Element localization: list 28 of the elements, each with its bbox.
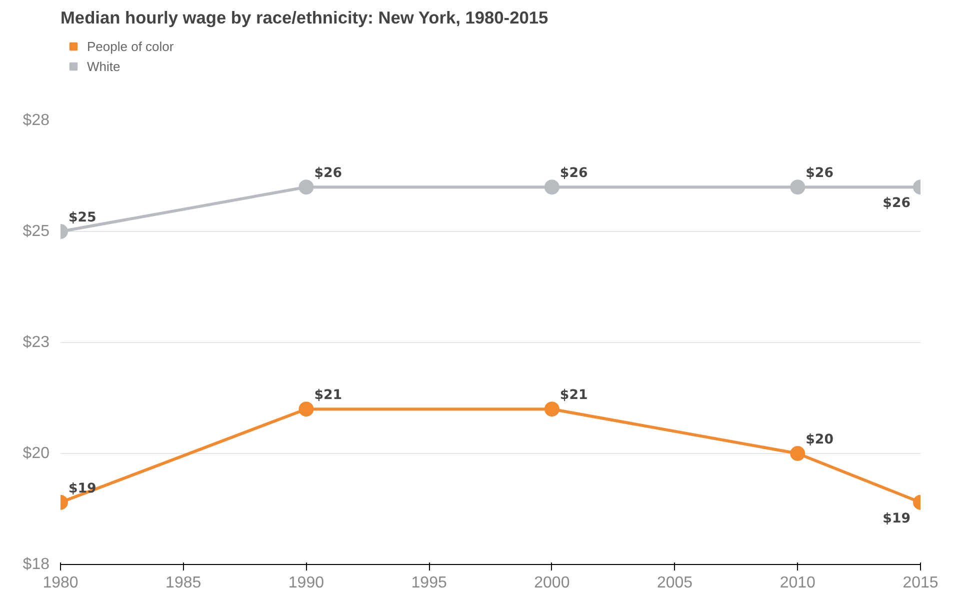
data-label: $26 xyxy=(806,166,834,182)
point xyxy=(544,402,560,417)
y-tick-label: $20 xyxy=(22,445,50,462)
data-label: $21 xyxy=(314,388,342,404)
point xyxy=(544,180,560,195)
legend-label: People of color xyxy=(87,38,174,54)
x-tick-label: 2000 xyxy=(534,574,570,592)
x-tick-label: 1990 xyxy=(288,574,324,592)
legend-label: White xyxy=(87,58,120,74)
y-tick-label: $25 xyxy=(22,223,50,240)
y-tick-label: $18 xyxy=(22,556,50,573)
data-label: $21 xyxy=(560,388,588,404)
x-tick-label: 2015 xyxy=(902,574,938,592)
data-label: $26 xyxy=(560,166,588,182)
x-tick-label: 1980 xyxy=(42,574,78,592)
y-tick-label: $23 xyxy=(22,334,50,351)
data-label: $26 xyxy=(314,166,342,182)
data-label: $20 xyxy=(806,432,834,448)
chart-title: Median hourly wage by race/ethnicity: New York, 1980-2015 xyxy=(60,8,548,28)
y-tick-label: $28 xyxy=(22,112,50,129)
data-label: $19 xyxy=(882,511,911,526)
x-tick-label: 2010 xyxy=(780,574,816,592)
x-tick-label: 1995 xyxy=(411,574,447,592)
data-label: $25 xyxy=(68,210,96,226)
x-tick-label: 2005 xyxy=(656,574,693,592)
data-label: $19 xyxy=(68,481,96,496)
data-label: $26 xyxy=(882,196,911,212)
x-tick-label: 1985 xyxy=(166,574,202,592)
